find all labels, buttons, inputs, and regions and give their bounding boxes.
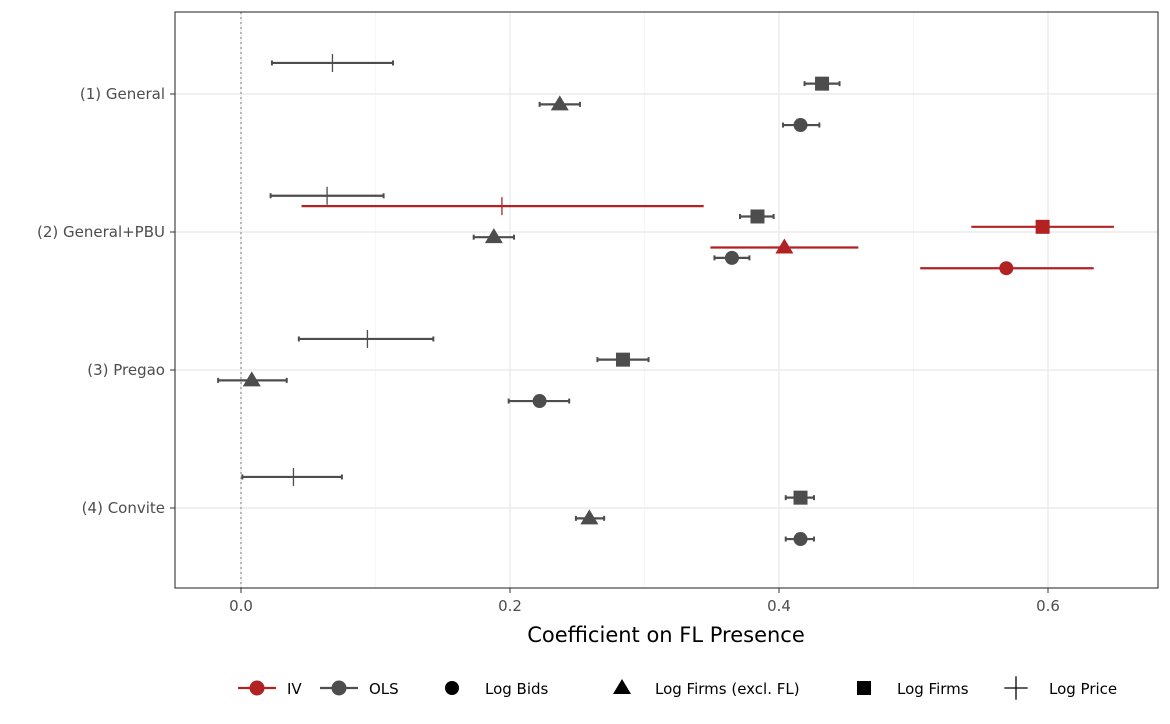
point-circle — [445, 681, 459, 695]
x-tick-label: 0.6 — [1036, 597, 1060, 615]
point-circle — [793, 118, 808, 133]
legend-key-circle — [249, 680, 265, 696]
estimate-ols — [269, 186, 385, 205]
estimate-ols — [270, 53, 394, 72]
panel-border — [174, 11, 1159, 589]
point-triangle — [775, 238, 794, 254]
point-square — [750, 209, 765, 224]
estimate-iv — [920, 261, 1094, 276]
estimate-ols — [241, 467, 343, 486]
estimate-iv — [710, 238, 859, 254]
point-square — [1035, 219, 1050, 234]
legend-label: Log Firms (excl. FL) — [655, 680, 800, 698]
point-triangle — [242, 371, 261, 387]
estimate-ols — [782, 118, 821, 133]
legend-key-circle — [331, 680, 347, 696]
legend-item-ols: OLS — [320, 680, 399, 698]
legend-item-log-firms-excl-fl-: Log Firms (excl. FL) — [613, 679, 800, 698]
x-tick-label: 0.2 — [498, 597, 522, 615]
estimate-ols — [803, 76, 841, 91]
legend-label: IV — [287, 680, 302, 698]
estimate-ols — [472, 228, 516, 244]
estimate-ols — [217, 371, 288, 387]
point-square — [793, 490, 808, 505]
point-circle — [999, 261, 1014, 276]
x-tick-label: 0.4 — [767, 597, 791, 615]
point-square — [815, 76, 830, 91]
estimate-ols — [784, 490, 815, 505]
estimate-ols — [713, 250, 751, 265]
legend-label: Log Bids — [485, 680, 549, 698]
point-triangle — [550, 95, 569, 111]
x-axis-title: Coefficient on FL Presence — [527, 623, 805, 647]
legend-label: OLS — [369, 680, 399, 698]
estimate-iv — [301, 197, 704, 216]
point-triangle — [580, 509, 599, 525]
point-square — [857, 681, 871, 695]
legend-label: Log Price — [1049, 680, 1117, 698]
point-circle — [793, 532, 808, 547]
point-triangle — [613, 679, 631, 694]
point-square — [615, 352, 630, 367]
y-tick-label: (1) General — [80, 85, 165, 103]
y-tick-label: (3) Pregao — [87, 361, 165, 379]
point-circle — [724, 250, 739, 265]
x-tick-label: 0.0 — [229, 597, 253, 615]
estimate-ols — [574, 509, 606, 525]
estimate-ols — [538, 95, 581, 111]
estimate-ols — [738, 209, 775, 224]
estimate-ols — [507, 394, 571, 409]
estimate-ols — [596, 352, 650, 367]
panel-background — [175, 12, 1158, 588]
estimate-ols — [784, 532, 815, 547]
legend-item-log-price: Log Price — [1004, 676, 1117, 700]
legend-item-iv: IV — [238, 680, 302, 698]
point-triangle — [484, 228, 503, 244]
legend-label: Log Firms — [897, 680, 969, 698]
point-circle — [532, 394, 547, 409]
legend-item-log-firms: Log Firms — [857, 680, 969, 698]
estimate-ols — [297, 329, 435, 348]
y-tick-label: (2) General+PBU — [37, 223, 165, 241]
estimate-iv — [971, 219, 1114, 234]
legend-item-log-bids: Log Bids — [445, 680, 549, 698]
y-tick-label: (4) Convite — [82, 499, 165, 517]
